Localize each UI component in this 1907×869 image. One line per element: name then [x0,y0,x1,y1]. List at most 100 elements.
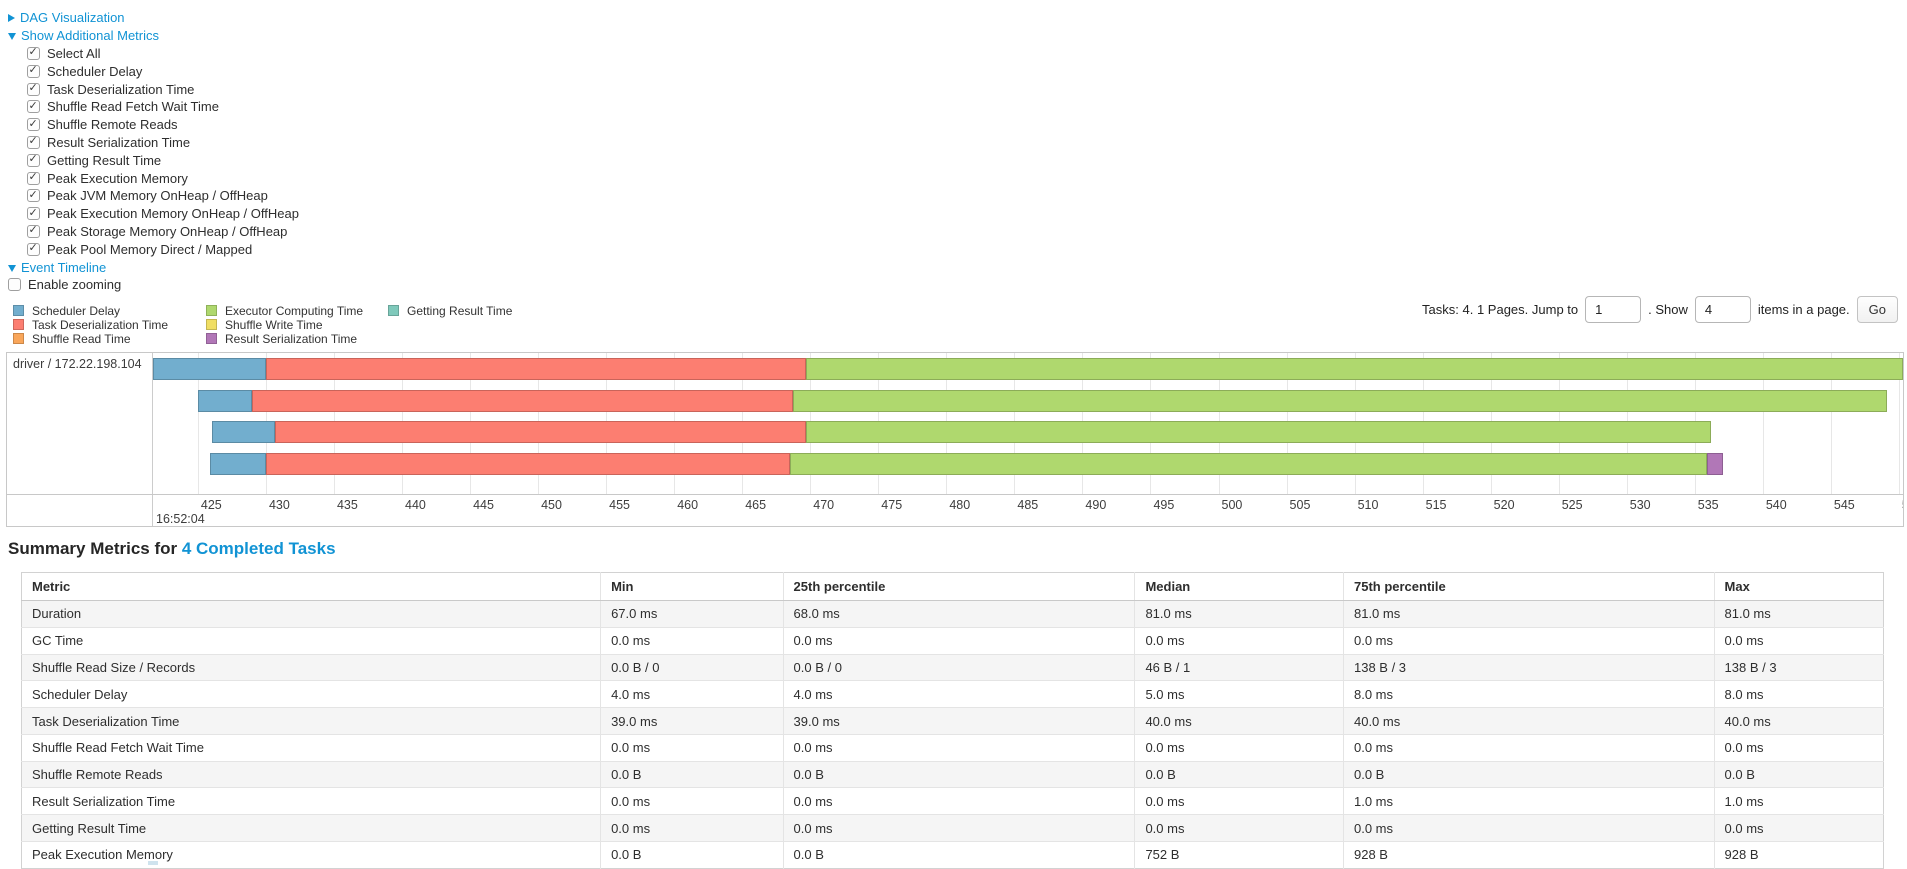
metric-value-cell: 39.0 ms [782,707,1135,735]
metric-name-cell: Shuffle Read Fetch Wait Time [21,733,601,762]
metric-option-label: Peak Pool Memory Direct / Mapped [47,241,253,257]
table-row: Shuffle Read Size / Records 0.0 B / 0 0.0 … [21,653,1884,681]
timeline-bar-executor-computing[interactable] [792,389,1887,412]
section-show-additional-metrics[interactable]: Show Additional Metrics [8,27,299,45]
enable-zooming-checkbox[interactable] [8,278,21,292]
tasks-count-text: Tasks: 4. 1 Pages. Jump to [1422,301,1579,317]
metric-option[interactable]: Result Serialization Time [27,134,299,152]
legend-color-swatch [388,305,399,317]
timeline-bar-task-deserialization[interactable] [265,358,807,380]
x-tick-label: 540 [1765,498,1787,512]
metric-checkbox[interactable] [27,152,40,167]
chevron-down-icon [8,33,16,41]
timeline-bar-executor-computing[interactable] [806,358,1903,380]
metric-checkbox[interactable] [27,45,40,60]
legend-color-swatch [13,333,24,345]
table-header-cell: 75th percentile [1342,572,1715,601]
metric-checkbox[interactable] [27,99,40,114]
legend-column: Executor Computing Time Shuffle Write Tim… [206,304,388,346]
legend-label: Result Serialization Time [225,331,358,346]
metric-checkbox[interactable] [27,81,40,96]
timeline-bar-scheduler-delay[interactable] [211,421,276,443]
timeline-bar-executor-computing[interactable] [806,421,1712,443]
legend-label: Shuffle Write Time [225,317,323,332]
metric-option-label: Result Serialization Time [47,134,191,150]
x-tick-label: 465 [745,498,767,512]
x-tick-label: 485 [1017,498,1039,512]
metric-value-cell: 0.0 ms [1134,787,1344,815]
timeline-plot-area [153,353,1903,494]
legend-label: Task Deserialization Time [32,317,169,332]
timeline-bar-task-deserialization[interactable] [265,452,790,475]
legend-entry: Shuffle Read Time [13,332,206,346]
x-tick-label: 500 [1221,498,1243,512]
table-row: Shuffle Remote Reads 0.0 B 0.0 B 0.0 B 0.0 B… [21,760,1884,788]
metric-value-cell: 4.0 ms [782,680,1135,708]
metric-name-cell: Scheduler Delay [21,680,601,708]
x-axis: 16:52:04 425 430 435 440 445 450 455 460 465 470 4… [153,495,1903,526]
timeline-bar-result-serialization[interactable] [1707,452,1724,475]
enable-zooming-label: Enable zooming [28,277,122,293]
legend-label: Shuffle Read Time [32,331,131,346]
metric-option[interactable]: Getting Result Time [27,151,299,169]
x-tick-label: 445 [473,498,494,512]
completed-tasks-link[interactable]: 4 Completed Tasks [181,539,336,558]
x-tick-label: 440 [405,498,426,512]
legend-entry: Scheduler Delay [13,304,206,318]
summary-metrics-heading: Summary Metrics for 4 Completed Tasks [8,539,336,559]
items-per-page-input[interactable] [1694,295,1751,323]
timeline-bar-scheduler-delay[interactable] [197,389,253,412]
metric-option[interactable]: Peak Pool Memory Direct / Mapped [27,240,299,258]
metric-value-cell: 138 B / 3 [1342,653,1715,681]
x-tick-label: 460 [677,498,699,512]
jump-to-page-input[interactable] [1585,295,1642,323]
metric-value-cell: 5.0 ms [1134,680,1344,708]
axis-start-time-label: 16:52:04 [156,512,205,526]
metric-value-cell: 0.0 B [1342,760,1715,788]
x-tick-label: 490 [1085,498,1107,512]
x-tick-label: 425 [200,498,222,512]
metric-checkbox[interactable] [27,117,40,132]
metric-value-cell: 0.0 ms [600,814,784,842]
metric-option[interactable]: Shuffle Read Fetch Wait Time [27,98,299,116]
metric-option[interactable]: Peak JVM Memory OnHeap / OffHeap [27,187,299,205]
metric-option[interactable]: Task Deserialization Time [27,80,299,98]
timeline-bar-scheduler-delay[interactable] [210,452,266,475]
table-header-cell: 25th percentile [782,572,1135,601]
section-event-timeline[interactable]: Event Timeline [8,258,299,276]
metric-option[interactable]: Select All [27,45,299,63]
metric-option[interactable]: Peak Storage Memory OnHeap / OffHeap [27,223,299,241]
event-timeline-chart: driver / 172.22.198.104 16:52:04 425 430 4… [6,352,1904,527]
x-tick-label: 475 [881,498,903,512]
metric-value-cell: 928 B [1713,841,1884,869]
metric-checkbox[interactable] [27,63,40,78]
table-row: Task Deserialization Time 39.0 ms 39.0 ms 4… [21,707,1884,735]
metric-option-label: Select All [47,45,101,61]
metric-checkbox[interactable] [27,206,40,221]
section-dag-visualization[interactable]: DAG Visualization [8,9,299,27]
metric-name-cell: GC Time [21,626,601,655]
timeline-bar-scheduler-delay[interactable] [153,358,266,380]
table-header-cell: Max [1713,572,1884,601]
metric-checkbox[interactable] [27,223,40,238]
timeline-bar-executor-computing[interactable] [789,452,1708,475]
metric-option[interactable]: Peak Execution Memory OnHeap / OffHeap [27,205,299,223]
metric-checkbox[interactable] [27,170,40,185]
legend-entry: Executor Computing Time [206,304,388,318]
go-button[interactable]: Go [1856,295,1898,323]
items-per-page-text: items in a page. [1757,301,1850,317]
metric-checkbox[interactable] [27,241,40,256]
legend-color-swatch [13,319,24,331]
timeline-bar-task-deserialization[interactable] [275,421,807,443]
section-label: Event Timeline [21,259,107,275]
metric-option[interactable]: Peak Execution Memory [27,169,299,187]
timeline-bar-task-deserialization[interactable] [252,389,793,412]
x-tick-label: 520 [1493,498,1515,512]
metric-checkbox[interactable] [27,188,40,203]
legend-entry: Getting Result Time [388,304,512,318]
enable-zooming-option[interactable]: Enable zooming [8,276,299,294]
metric-value-cell: 0.0 ms [1713,626,1884,655]
metric-option[interactable]: Shuffle Remote Reads [27,116,299,134]
metric-option[interactable]: Scheduler Delay [27,62,299,80]
metric-checkbox[interactable] [27,134,40,149]
